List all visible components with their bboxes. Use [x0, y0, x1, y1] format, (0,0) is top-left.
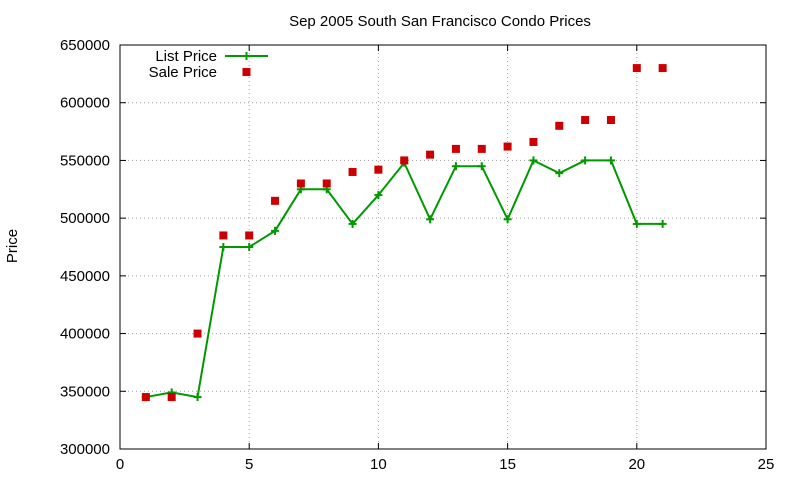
sale-price-point	[503, 142, 512, 151]
y-tick-label: 650000	[60, 37, 110, 54]
x-tick-label: 20	[628, 456, 645, 473]
y-tick-label: 300000	[60, 441, 110, 458]
axes: 0 5 10 15 20 25 300000 350000 400000 450000 500000…	[60, 37, 774, 473]
chart-title: Sep 2005 South San Francisco Condo Price…	[289, 13, 591, 30]
y-tick-label: 450000	[60, 268, 110, 285]
y-tick-label: 500000	[60, 210, 110, 227]
list-price-point	[477, 162, 486, 171]
x-tick-label: 10	[370, 456, 387, 473]
legend-item-list-price: List Price	[155, 48, 268, 65]
sale-price-point	[426, 150, 435, 159]
list-price-point	[555, 169, 564, 178]
list-price-point	[426, 215, 435, 224]
sale-price-point	[581, 116, 590, 125]
list-price-point	[606, 156, 615, 165]
y-tick-label: 400000	[60, 326, 110, 343]
sale-price-point	[451, 144, 460, 153]
legend-item-sale-price: Sale Price	[149, 64, 251, 81]
list-price-line	[145, 159, 663, 399]
y-tick-label: 600000	[60, 95, 110, 112]
sale-price-series	[141, 64, 667, 402]
list-price-point	[451, 162, 460, 171]
sale-price-point	[632, 64, 641, 73]
sale-price-point	[322, 179, 331, 188]
plot-area	[141, 64, 667, 402]
sale-price-point	[477, 144, 486, 153]
y-tick-label: 350000	[60, 383, 110, 400]
sale-price-point	[348, 167, 357, 176]
list-price-point	[219, 243, 228, 251]
list-price-point	[529, 156, 538, 165]
sale-price-point	[245, 231, 254, 240]
plot-frame	[119, 44, 767, 450]
legend-marker	[242, 68, 251, 76]
x-tick-label: 15	[499, 456, 516, 473]
list-price-point	[658, 219, 667, 228]
legend-label: List Price	[155, 48, 217, 65]
sale-price-point	[193, 329, 202, 338]
legend-label: Sale Price	[149, 64, 217, 81]
list-price-point	[193, 393, 202, 402]
sale-price-point	[141, 393, 150, 402]
sale-price-point	[296, 179, 305, 188]
sale-price-point	[658, 64, 667, 73]
list-price-point	[632, 219, 641, 228]
x-tick-label: 25	[758, 456, 775, 473]
sale-price-point	[529, 137, 538, 146]
sale-price-point	[219, 231, 228, 240]
list-price-point	[348, 219, 357, 228]
list-price-point	[245, 243, 254, 251]
list-price-point	[581, 156, 590, 165]
y-axis-label: Price	[4, 229, 21, 263]
sale-price-point	[374, 165, 383, 174]
sale-price-point	[167, 393, 176, 402]
sale-price-point	[606, 116, 615, 125]
sale-price-point	[555, 121, 564, 130]
x-tick-label: 5	[245, 456, 253, 473]
list-price-point	[374, 191, 383, 200]
grid	[120, 45, 766, 449]
legend-marker	[242, 52, 251, 60]
sale-price-point	[271, 196, 280, 205]
sale-price-point	[400, 156, 409, 165]
list-price-series	[141, 156, 667, 402]
y-tick-label: 550000	[60, 152, 110, 169]
x-tick-label: 0	[116, 456, 124, 473]
list-price-point	[271, 226, 280, 235]
list-price-point	[503, 215, 512, 224]
